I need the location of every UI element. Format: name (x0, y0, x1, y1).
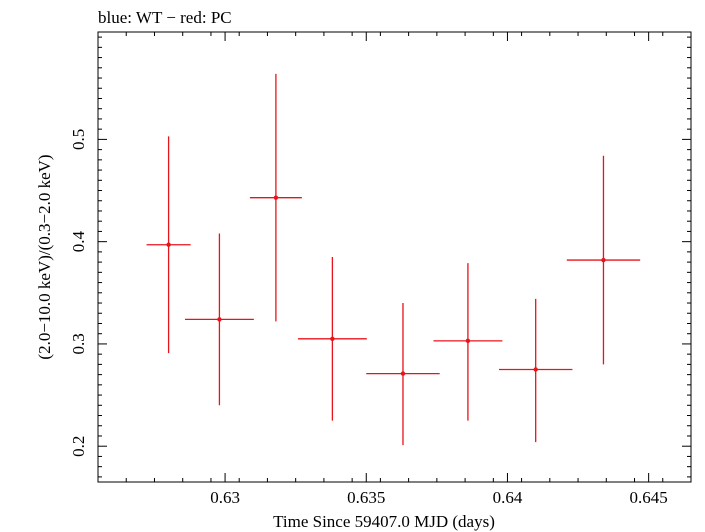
y-axis-ticks: 0.2 0.3 0.4 0.5 (69, 36, 691, 478)
data-point (498, 298, 573, 443)
point-marker (400, 371, 406, 376)
chart-title: blue: WT − red: PC (98, 8, 232, 27)
point-marker (330, 336, 335, 342)
point-marker (533, 367, 538, 372)
plot-frame (97, 31, 692, 483)
point-marker (273, 195, 279, 200)
y-tick-label: 0.4 (69, 231, 88, 253)
point-marker (601, 257, 606, 263)
x-axis-ticks: 0.63 0.635 0.64 0.645 (97, 32, 668, 507)
x-tick-label: 0.63 (210, 488, 240, 507)
data-point (366, 303, 440, 446)
data-point (566, 155, 641, 365)
y-tick-label: 0.2 (69, 436, 88, 457)
y-tick-label: 0.3 (69, 333, 88, 354)
y-axis-label: (2.0−10.0 keV)/(0.3−2.0 keV) (35, 154, 54, 359)
data-point (184, 233, 254, 406)
point-marker (217, 317, 222, 322)
point-marker (166, 242, 171, 247)
x-axis-label: Time Since 59407.0 MJD (days) (273, 512, 495, 531)
data-point (297, 257, 367, 421)
x-tick-label: 0.64 (493, 488, 523, 507)
y-tick-label: 0.5 (69, 129, 88, 150)
x-tick-label: 0.645 (630, 488, 668, 507)
data-point (146, 136, 191, 354)
x-tick-label: 0.635 (347, 488, 385, 507)
data-point (249, 73, 302, 322)
data-point (433, 263, 503, 421)
data-series (146, 73, 641, 446)
point-marker (465, 338, 471, 344)
